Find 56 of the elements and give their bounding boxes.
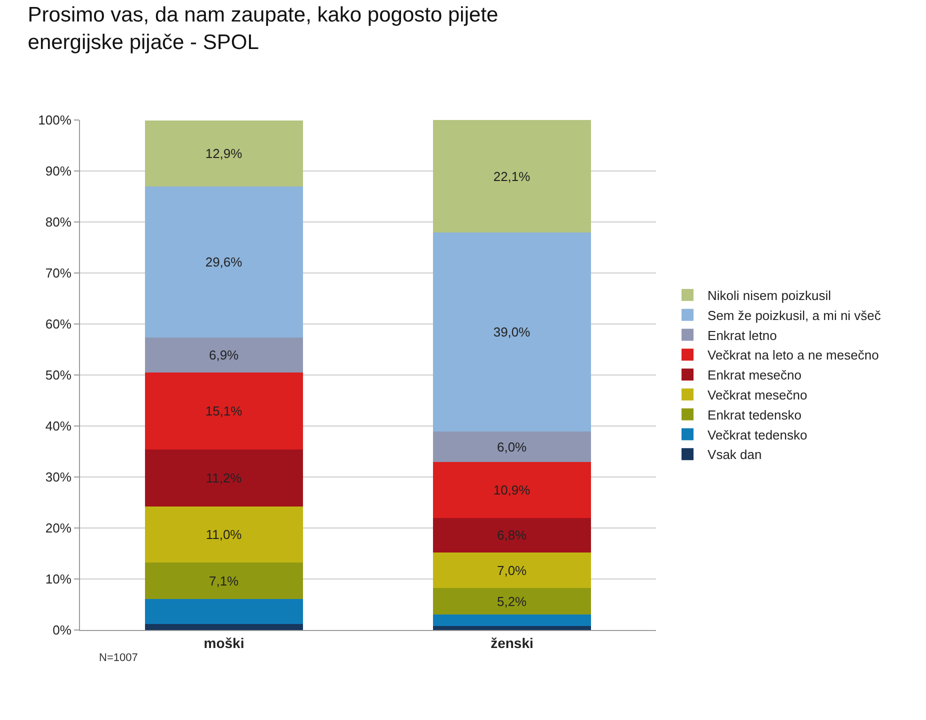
data-label: 39,0%	[493, 324, 531, 340]
data-label: 7,0%	[496, 562, 528, 578]
y-tick-label: 20%	[45, 520, 72, 536]
data-label: 11,0%	[206, 527, 242, 542]
data-label: 10,9%	[493, 482, 531, 498]
bar	[432, 232, 592, 432]
bar	[432, 518, 592, 552]
bar	[144, 120, 304, 186]
y-tick-label: 50%	[45, 368, 72, 383]
data-label: 6,8%	[496, 528, 528, 543]
y-tick-label: 80%	[45, 214, 72, 230]
bar	[144, 337, 304, 372]
legend-label: Vsak dan	[708, 447, 762, 462]
bar	[432, 626, 592, 630]
bar	[144, 506, 304, 563]
bar	[432, 120, 592, 233]
legend-label: Večkrat mesečno	[708, 388, 808, 403]
data-label: 15,1%	[205, 403, 243, 418]
y-tick-label: 90%	[45, 164, 72, 179]
data-label: 22,1%	[493, 168, 531, 184]
bar	[432, 588, 592, 615]
bar	[144, 598, 304, 624]
bar	[432, 552, 592, 588]
data-label: 7,1%	[208, 573, 240, 588]
legend-label: Nikoli nisem poizkusil	[708, 288, 832, 304]
x-tick-label: moški	[204, 634, 244, 651]
legend-label: Enkrat mesečno	[708, 368, 802, 383]
bar	[432, 432, 592, 462]
y-tick-label: 10%	[45, 572, 72, 587]
data-label: 29,6%	[205, 254, 243, 270]
data-label: 11,2%	[206, 470, 242, 486]
data-label: 6,0%	[496, 439, 528, 454]
bar	[144, 624, 304, 630]
legend-label: Sem že poizkusil, a mi ni všeč	[708, 308, 882, 323]
bar	[144, 372, 304, 450]
data-label: 5,2%	[496, 594, 528, 609]
legend-label: Enkrat tedensko	[708, 407, 802, 422]
bar	[144, 562, 304, 599]
bar	[144, 449, 304, 507]
chart-title: Prosimo vas, da nam zaupate, kako pogosto pijete energijske pijače - SPOL	[28, 4, 498, 54]
data-label: 6,9%	[208, 347, 240, 362]
legend-label: Enkrat letno	[708, 328, 777, 343]
text: N=1007	[99, 652, 138, 664]
x-tick-label: ženski	[490, 634, 534, 651]
y-tick-label: 70%	[45, 266, 72, 281]
legend-label: Večkrat tedensko	[708, 427, 808, 442]
bar	[432, 614, 592, 626]
y-tick-label: 30%	[45, 470, 72, 485]
y-tick-label: 0%	[52, 622, 72, 638]
bar	[144, 186, 304, 338]
y-tick-label: 100%	[38, 112, 72, 128]
y-tick-label: 40%	[45, 418, 72, 434]
legend-label: Večkrat na leto a ne mesečno	[708, 348, 879, 363]
bar	[432, 462, 592, 518]
data-label: 12,9%	[205, 146, 243, 161]
y-tick-label: 60%	[45, 316, 72, 332]
